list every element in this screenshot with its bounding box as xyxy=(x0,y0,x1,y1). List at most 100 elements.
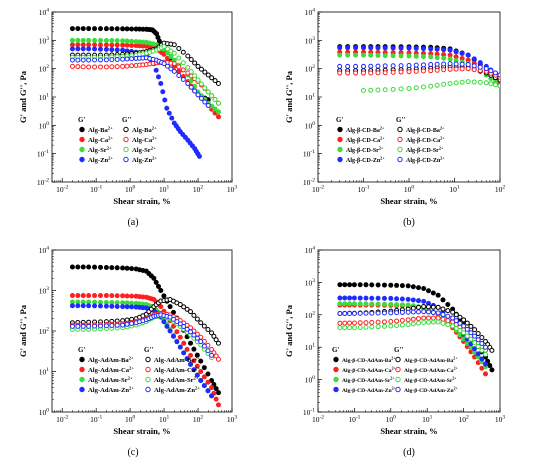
data-point-blue-gprime xyxy=(92,303,98,309)
data-point-blue-gprime xyxy=(512,88,516,92)
data-point-blue-gdoubleprime xyxy=(353,63,359,69)
data-point-black-gprime xyxy=(69,26,75,32)
data-point-red-gdoubleprime xyxy=(97,64,103,70)
x-tick-label: 102 xyxy=(495,185,506,195)
data-point-black-gdoubleprime xyxy=(525,96,529,100)
data-point-blue-gdoubleprime xyxy=(492,70,498,76)
data-point-black-gdoubleprime xyxy=(503,81,507,85)
data-point-red-gprime xyxy=(525,106,529,110)
data-point-blue-gdoubleprime xyxy=(129,321,135,327)
legend-label-gprime: Alg-β-CD-AdAm-Ca2+ xyxy=(342,367,397,375)
data-point-green-gdoubleprime xyxy=(347,325,353,331)
data-point-red-gdoubleprime xyxy=(353,70,359,76)
data-point-red-gdoubleprime xyxy=(533,101,537,105)
data-point-black-gprime xyxy=(158,288,164,293)
data-point-blue-gprime xyxy=(337,295,343,301)
data-point-black-gprime xyxy=(521,105,525,109)
data-point-blue-gprime xyxy=(368,45,374,51)
data-point-blue-gdoubleprime xyxy=(450,315,456,321)
data-point-black-gprime xyxy=(103,264,109,270)
legend-marker-open xyxy=(397,156,403,163)
data-point-black-gdoubleprime xyxy=(188,309,194,315)
data-point-black-gdoubleprime xyxy=(180,49,186,55)
data-point-red-gdoubleprime xyxy=(430,315,436,321)
data-point-green-gdoubleprime xyxy=(176,55,182,61)
legend-marker-filled xyxy=(333,356,339,363)
data-point-blue-gdoubleprime xyxy=(475,337,481,343)
legend-header-gprime: G' xyxy=(336,116,343,124)
data-point-blue-gprime xyxy=(198,377,204,383)
data-point-green-gdoubleprime xyxy=(361,87,366,93)
data-point-blue-gprime xyxy=(528,109,532,113)
data-point-black-gprime xyxy=(503,86,507,90)
data-layer xyxy=(69,264,221,408)
data-point-black-gdoubleprime xyxy=(464,320,470,326)
data-point-blue-gprime xyxy=(477,60,483,66)
data-point-blue-gdoubleprime xyxy=(440,312,446,318)
data-point-red-gprime xyxy=(120,42,126,48)
data-point-green-gdoubleprime xyxy=(405,322,411,328)
data-point-red-gdoubleprime xyxy=(382,70,388,76)
data-point-blue-gdoubleprime xyxy=(445,313,451,319)
y-tick-label: 100 xyxy=(39,121,50,131)
data-point-green-gdoubleprime xyxy=(212,97,218,103)
data-point-blue-gdoubleprime xyxy=(201,343,207,349)
data-point-black-gprime xyxy=(167,304,173,310)
data-point-red-gprime xyxy=(205,379,211,385)
data-point-black-gdoubleprime xyxy=(213,337,219,343)
data-point-black-gdoubleprime xyxy=(198,66,204,72)
legend: G' G''Alg-Ba2+ Alg-Ba2+Alg-Ca2+ Alg-Ca2+Alg… xyxy=(78,116,157,164)
data-point-green-gprime xyxy=(168,54,174,60)
data-point-blue-gdoubleprime xyxy=(483,344,489,350)
data-point-blue-gprime xyxy=(416,298,421,304)
data-point-blue-gdoubleprime xyxy=(525,91,529,95)
data-point-red-gprime xyxy=(97,42,103,48)
data-point-blue-gdoubleprime xyxy=(369,310,375,316)
data-point-blue-gdoubleprime xyxy=(405,309,411,315)
data-point-black-gdoubleprime xyxy=(201,323,207,329)
data-point-red-gdoubleprime xyxy=(171,61,177,67)
x-tick-label: 103 xyxy=(495,415,506,425)
legend-marker-filled xyxy=(337,126,343,133)
legend-marker-open xyxy=(123,126,129,133)
data-point-blue-gprime xyxy=(201,383,207,389)
data-point-black-gdoubleprime xyxy=(416,304,421,310)
data-point-blue-gdoubleprime xyxy=(92,57,98,63)
data-point-blue-gprime xyxy=(421,298,427,304)
legend-label-gdoubleprime: Alg-β-CD-AdAm-Ca2+ xyxy=(404,367,459,375)
data-point-blue-gprime xyxy=(342,295,348,301)
data-point-black-gprime xyxy=(129,26,135,32)
data-point-black-gprime xyxy=(75,264,81,270)
legend-marker-filled xyxy=(337,156,343,163)
data-point-blue-gdoubleprime xyxy=(120,322,126,328)
legend-marker-open xyxy=(395,386,401,393)
data-point-blue-gdoubleprime xyxy=(109,323,115,329)
data-point-red-gdoubleprime xyxy=(399,317,405,323)
data-point-red-gprime xyxy=(92,293,98,299)
y-tick-label: 10-1 xyxy=(303,149,315,159)
data-point-blue-gdoubleprime xyxy=(410,309,416,315)
data-point-black-gdoubleprime xyxy=(533,104,537,108)
data-point-blue-gprime xyxy=(155,74,161,80)
data-point-green-gprime xyxy=(357,301,363,307)
plot-frame xyxy=(317,249,501,413)
data-point-green-gprime xyxy=(109,38,115,44)
y-tick-label: 102 xyxy=(39,64,50,74)
data-point-blue-gdoubleprime xyxy=(468,330,474,336)
data-point-blue-gdoubleprime xyxy=(394,310,400,316)
y-axis-label: G' and G'', Pa xyxy=(284,70,294,123)
x-tick-label: 10-1 xyxy=(90,185,102,195)
data-point-green-gprime xyxy=(375,301,381,307)
data-point-blue-gdoubleprime xyxy=(512,81,516,85)
data-point-green-gprime xyxy=(521,103,525,107)
data-point-blue-gdoubleprime xyxy=(361,63,366,69)
data-point-blue-gdoubleprime xyxy=(337,63,343,69)
data-point-blue-gprime xyxy=(406,45,412,51)
data-point-red-gprime xyxy=(103,42,109,48)
data-point-black-gprime xyxy=(347,282,353,288)
data-point-green-gdoubleprime xyxy=(475,343,481,349)
data-point-blue-gdoubleprime xyxy=(421,309,427,315)
data-point-blue-gprime xyxy=(184,356,190,362)
legend-marker-open xyxy=(395,356,401,363)
